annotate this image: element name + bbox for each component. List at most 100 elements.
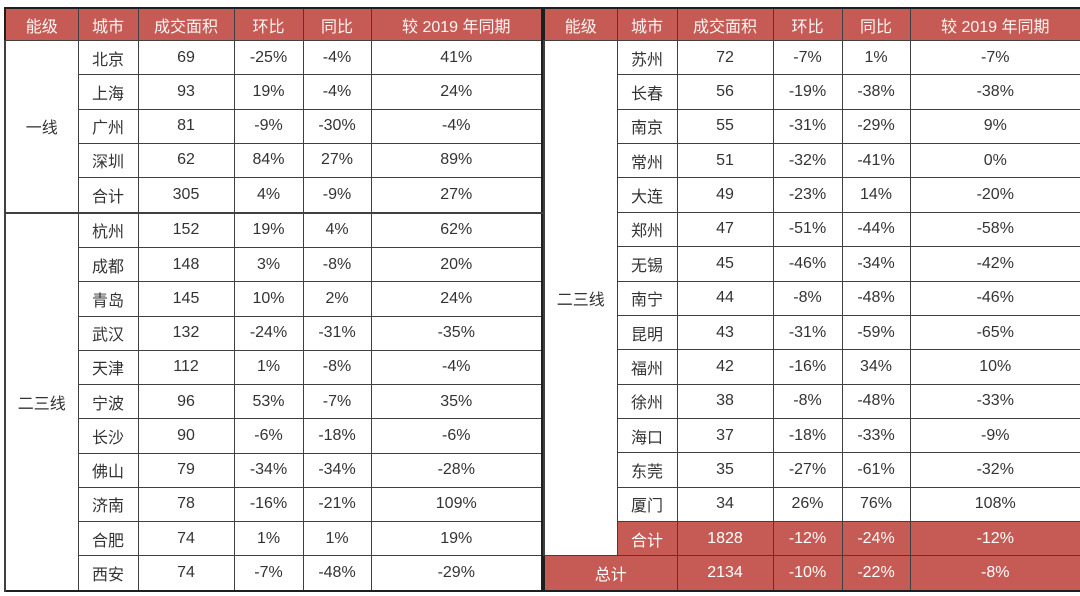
- area-cell: 56: [676, 74, 774, 110]
- yoy-cell: -41%: [841, 143, 911, 179]
- vs2019-cell: -9%: [909, 417, 1080, 454]
- area-cell: 69: [137, 39, 235, 76]
- tier-table-right: 能级 城市 成交面积 环比 同比较 2019 年同期 二三线 苏州 72 -7% 1% -7% 长春 5…: [543, 7, 1080, 592]
- yoy-cell: -8%: [302, 349, 372, 386]
- vs2019-cell: -38%: [909, 74, 1080, 110]
- mom-cell: -12%: [772, 521, 843, 557]
- mom-cell: 84%: [233, 142, 304, 179]
- vs2019-cell: -32%: [909, 452, 1080, 488]
- col-header-city: 城市: [616, 7, 678, 41]
- city-cell: 厦门: [616, 486, 678, 523]
- vs2019-cell: -35%: [370, 315, 543, 351]
- mom-cell: -7%: [233, 555, 304, 592]
- mom-cell: -8%: [772, 383, 843, 419]
- city-cell: 西安: [77, 555, 139, 592]
- col-header-mom: 环比: [772, 7, 843, 41]
- vs2019-cell: -42%: [909, 246, 1080, 282]
- col-header-yoy: 同比: [302, 7, 372, 41]
- city-cell: 合计: [616, 521, 678, 557]
- city-cell: 南京: [616, 108, 678, 145]
- city-cell: 无锡: [616, 246, 678, 282]
- city-cell: 长春: [616, 74, 678, 110]
- city-cell: 昆明: [616, 314, 678, 351]
- tier-cell: 二三线: [543, 39, 618, 557]
- table-row: 西安 74 -7% -48% -29%: [5, 555, 543, 592]
- yoy-cell: -22%: [841, 555, 911, 592]
- city-cell: 东莞: [616, 452, 678, 488]
- yoy-cell: -34%: [302, 452, 372, 488]
- area-cell: 78: [137, 486, 235, 523]
- mom-cell: -8%: [772, 280, 843, 316]
- yoy-cell: -38%: [841, 74, 911, 110]
- mom-cell: -24%: [233, 315, 304, 351]
- table-row: 青岛 145 10% 2% 24%: [5, 281, 543, 317]
- mom-cell: -32%: [772, 143, 843, 179]
- yoy-cell: -34%: [841, 246, 911, 282]
- col-header-area: 成交面积: [676, 7, 774, 41]
- vs2019-cell: -8%: [909, 555, 1080, 592]
- area-cell: 112: [137, 349, 235, 386]
- col-header-vs2019: 较 2019 年同期: [909, 7, 1080, 41]
- city-cell: 济南: [77, 486, 139, 523]
- yoy-cell: -29%: [841, 108, 911, 145]
- area-cell: 2134: [676, 555, 774, 592]
- yoy-cell: -8%: [302, 246, 372, 283]
- table-row: 二三线 杭州 152 19% 4% 62%: [4, 211, 543, 592]
- city-cell: 武汉: [77, 315, 139, 351]
- city-cell: 南宁: [616, 280, 678, 316]
- mom-cell: 26%: [772, 486, 843, 523]
- vs2019-cell: 89%: [370, 142, 543, 179]
- table-row: 合计 305 4% -9% 27%: [5, 177, 543, 214]
- yoy-cell: -9%: [302, 177, 372, 214]
- mom-cell: 53%: [233, 384, 304, 420]
- vs2019-cell: 41%: [370, 39, 543, 76]
- vs2019-cell: 0%: [909, 143, 1080, 179]
- yoy-cell: -31%: [302, 315, 372, 351]
- city-cell: 长沙: [77, 418, 139, 454]
- vs2019-cell: 19%: [370, 521, 543, 557]
- tier-cell: 一线: [4, 39, 79, 214]
- vs2019-cell: -58%: [909, 211, 1080, 248]
- vs2019-cell: -65%: [909, 314, 1080, 351]
- table-row: 一线 北京 69 -25% -4% 41%: [4, 39, 543, 214]
- col-header-city: 城市: [77, 7, 139, 41]
- col-header-area: 成交面积: [137, 7, 235, 41]
- vs2019-cell: -7%: [909, 39, 1080, 76]
- yoy-cell: -4%: [302, 74, 372, 110]
- yoy-cell: -18%: [302, 418, 372, 454]
- vs2019-cell: -28%: [370, 452, 543, 488]
- area-cell: 49: [676, 177, 774, 213]
- area-cell: 42: [676, 349, 774, 385]
- vs2019-cell: 108%: [909, 486, 1080, 523]
- table-row: 福州 42 -16% 34% 10%: [544, 349, 1080, 385]
- area-cell: 305: [137, 177, 235, 214]
- city-cell: 苏州: [616, 39, 678, 76]
- table-row: 长春 56 -19% -38% -38%: [544, 74, 1080, 110]
- yoy-cell: 14%: [841, 177, 911, 213]
- grand-total-label-cell: 总计: [543, 555, 678, 592]
- area-cell: 44: [676, 280, 774, 316]
- table-row: 东莞 35 -27% -61% -32%: [544, 452, 1080, 488]
- table-row: 宁波 96 53% -7% 35%: [5, 384, 543, 420]
- mom-cell: -23%: [772, 177, 843, 213]
- mom-cell: -9%: [233, 108, 304, 144]
- table-row: 厦门 34 26% 76% 108%: [544, 486, 1080, 523]
- mom-cell: -16%: [772, 349, 843, 385]
- table-row: 南宁 44 -8% -48% -46%: [544, 280, 1080, 316]
- area-cell: 90: [137, 418, 235, 454]
- yoy-cell: -59%: [841, 314, 911, 351]
- area-cell: 72: [676, 39, 774, 76]
- area-cell: 96: [137, 384, 235, 420]
- city-cell: 合计: [77, 177, 139, 214]
- area-cell: 38: [676, 383, 774, 419]
- city-cell: 佛山: [77, 452, 139, 488]
- yoy-cell: -4%: [302, 39, 372, 76]
- yoy-cell: -33%: [841, 417, 911, 454]
- area-cell: 34: [676, 486, 774, 523]
- area-cell: 35: [676, 452, 774, 488]
- mom-cell: -46%: [772, 246, 843, 282]
- vs2019-cell: -29%: [370, 555, 543, 592]
- area-cell: 45: [676, 246, 774, 282]
- mom-cell: 1%: [233, 349, 304, 386]
- yoy-cell: -7%: [302, 384, 372, 420]
